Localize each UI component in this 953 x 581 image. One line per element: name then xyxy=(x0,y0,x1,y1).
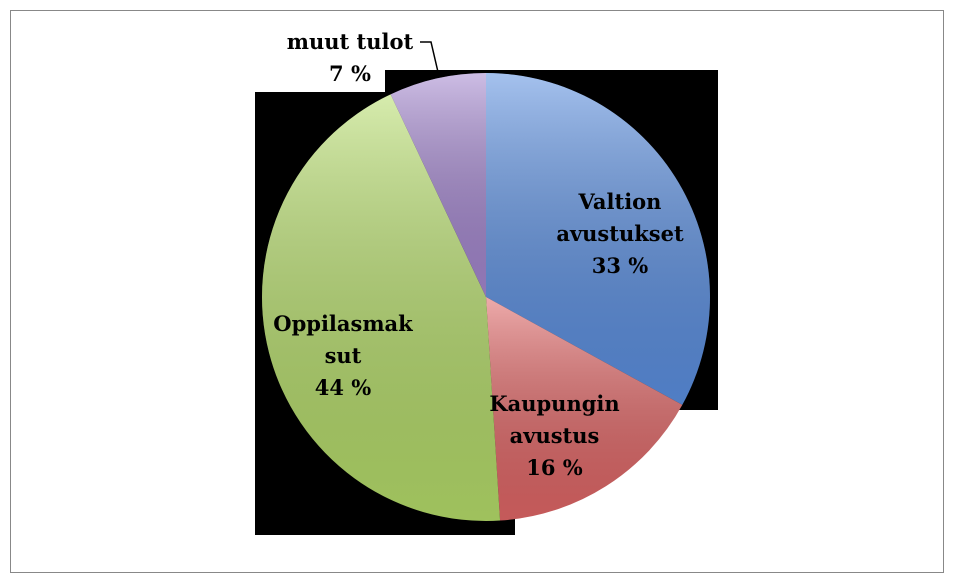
value-label: 7 % xyxy=(329,61,371,86)
category-label: Kaupungin avustus xyxy=(489,391,620,448)
slice-label: Oppilasmaksut 44 % xyxy=(268,308,418,404)
slice-label: Valtion avustukset 33 % xyxy=(545,186,695,282)
slice-shade xyxy=(390,73,486,297)
slice-shade xyxy=(486,73,710,405)
slice-shade xyxy=(486,297,683,521)
slice-label: muut tulot 7 % xyxy=(265,26,435,90)
category-label: Valtion avustukset xyxy=(556,189,684,246)
value-label: 44 % xyxy=(314,375,372,400)
value-label: 33 % xyxy=(591,253,649,278)
slice-shade xyxy=(261,94,501,522)
value-label: 16 % xyxy=(526,455,583,480)
category-label: muut tulot xyxy=(286,29,414,54)
slices xyxy=(261,73,710,522)
category-label: Oppilasmaksut xyxy=(273,311,413,368)
slice-label: Kaupungin avustus 16 % xyxy=(487,388,622,484)
leader-line xyxy=(420,41,439,73)
